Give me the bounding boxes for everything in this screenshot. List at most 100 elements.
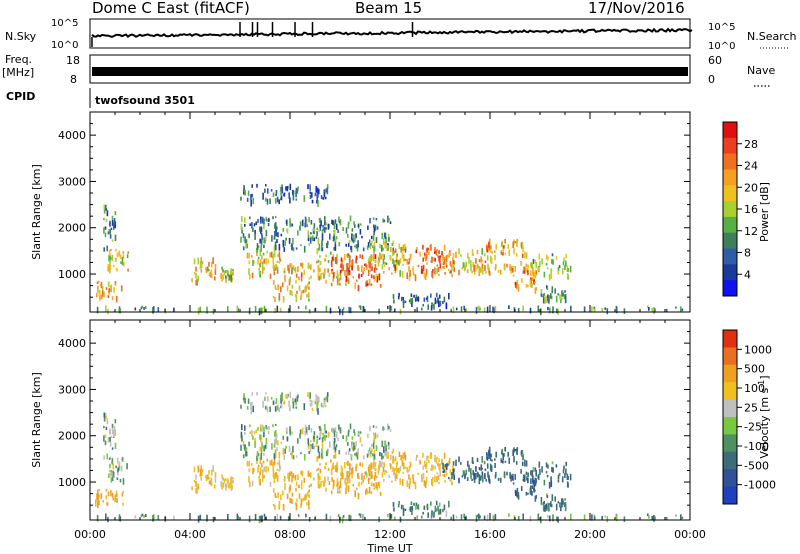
velocity-cell (112, 470, 114, 477)
velocity-cell (319, 432, 322, 439)
power-cell (111, 219, 114, 226)
velocity-cell (347, 471, 350, 474)
velocity-cell (210, 477, 213, 482)
velocity-cell (325, 430, 327, 434)
velocity-cell (380, 463, 383, 468)
velocity-cell (244, 432, 246, 435)
velocity-cell (409, 506, 412, 512)
power-cell (512, 269, 514, 273)
power-cell (425, 257, 427, 262)
power-cell (248, 260, 251, 265)
power-cell (468, 256, 470, 264)
velocity-cell (321, 441, 324, 449)
velocity-cell (253, 468, 255, 472)
power-cell (428, 251, 430, 255)
power-cell (322, 272, 324, 275)
velocity-cell (545, 470, 548, 474)
power-cell (422, 303, 424, 307)
velocity-cell (546, 495, 549, 499)
velocity-cell (403, 467, 405, 470)
power-cell (266, 250, 269, 254)
power-cell (537, 305, 540, 313)
power-cell (104, 232, 107, 238)
power-cell (547, 306, 549, 311)
power-cell (549, 307, 551, 314)
power-cell (296, 290, 298, 294)
velocity-cell (504, 460, 507, 463)
power-cell (331, 270, 334, 274)
power-cell (427, 247, 429, 251)
power-cell (122, 251, 125, 255)
power-cell (392, 240, 395, 245)
velocity-cell (388, 425, 390, 430)
power-cell (654, 308, 656, 313)
power-cell (285, 219, 288, 224)
power-cell (308, 243, 311, 246)
velocity-cell (365, 490, 367, 495)
power-cell (265, 308, 267, 313)
velocity-cell (390, 514, 393, 519)
velocity-cell (463, 513, 465, 518)
velocity-cell (107, 439, 110, 443)
power-cell (517, 287, 520, 292)
power-cell (108, 249, 111, 257)
velocity-cell (336, 486, 339, 493)
power-cell (487, 263, 489, 270)
power-cell (538, 253, 541, 260)
power-cell (502, 246, 504, 252)
velocity-cell (253, 431, 256, 435)
velocity-cell (290, 471, 293, 475)
velocity-cell (404, 508, 407, 511)
power-cell (407, 262, 410, 265)
velocity-cell (654, 516, 656, 521)
power-cell (324, 220, 326, 226)
power-cell (648, 307, 650, 311)
velocity-cell (350, 453, 352, 458)
velocity-cell (391, 450, 394, 455)
velocity-cell (373, 475, 376, 481)
power-cell (126, 254, 129, 259)
velocity-cell (523, 474, 526, 482)
power-cell (367, 258, 370, 264)
velocity-cell (110, 477, 113, 483)
velocity-cell (114, 419, 117, 424)
velocity-cell (501, 448, 504, 456)
power-cell (362, 306, 365, 312)
velocity-cell (325, 396, 327, 401)
velocity-cell (494, 513, 497, 520)
velocity-cell (316, 402, 318, 409)
velocity-cell (441, 459, 443, 464)
velocity-cell (347, 442, 349, 446)
power-cell (337, 306, 340, 309)
velocity-cell (291, 499, 293, 504)
power-cell (299, 225, 301, 231)
power-cell (675, 306, 677, 309)
power-cell (347, 254, 350, 257)
power-cell (99, 295, 101, 301)
power-cell (221, 266, 223, 271)
power-cell (367, 225, 369, 230)
velocity-cell (316, 435, 319, 439)
velocity-cell (400, 455, 402, 461)
velocity-cell (583, 514, 586, 521)
power-cell (331, 256, 334, 261)
velocity-cell (245, 447, 248, 453)
power-cell (191, 278, 193, 283)
velocity-cell (103, 415, 106, 422)
power-cell (246, 197, 249, 202)
velocity-cell (332, 484, 335, 490)
power-cell (282, 227, 285, 232)
velocity-cell (527, 472, 529, 478)
velocity-cell (304, 424, 307, 432)
velocity-cell (370, 474, 373, 479)
velocity-cell (269, 406, 271, 412)
power-cell (357, 284, 360, 292)
power-cell (303, 195, 306, 202)
velocity-cell (115, 490, 118, 494)
velocity-cell (122, 502, 124, 506)
velocity-cell (111, 458, 114, 465)
velocity-cell (117, 471, 119, 476)
velocity-cell (484, 473, 486, 480)
velocity-cell (116, 498, 118, 503)
velocity-cell (337, 491, 339, 494)
